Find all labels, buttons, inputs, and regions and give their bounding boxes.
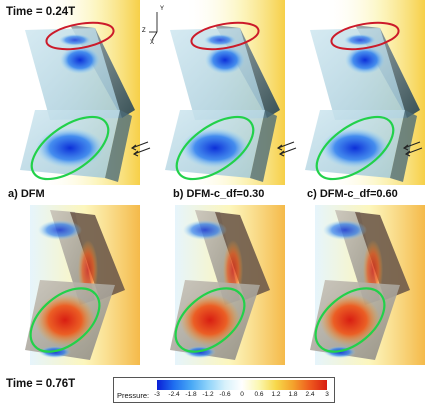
panel-c-bottom bbox=[302, 203, 426, 367]
axis-y-label: Y bbox=[160, 6, 165, 12]
flow-arrows-3 bbox=[402, 141, 423, 157]
colorbar-tick: 1.8 bbox=[288, 391, 298, 398]
colorbar-tick: -3 bbox=[154, 391, 160, 398]
time-top-label: Time = 0.24T bbox=[6, 6, 76, 18]
flow-arrows-1 bbox=[130, 141, 151, 157]
axis-x-label: X bbox=[150, 40, 155, 46]
colorbar-gradient bbox=[157, 380, 327, 390]
panel-a-bottom bbox=[17, 203, 142, 367]
colorbar-title: Pressure: bbox=[117, 391, 150, 400]
colorbar-tick: -0.6 bbox=[219, 391, 231, 398]
panel-label-a: a) DFM bbox=[8, 188, 45, 200]
axes-icon bbox=[149, 12, 158, 41]
axis-z-label: Z bbox=[142, 28, 146, 34]
colorbar-tick: 3 bbox=[325, 391, 329, 398]
colorbar-tick: 0.6 bbox=[254, 391, 264, 398]
panel-label-b: b) DFM-c_df=0.30 bbox=[173, 188, 265, 200]
flow-arrows-2 bbox=[276, 141, 297, 157]
colorbar: Pressure: -3 -2.4 -1.8 -1.2 -0.6 0 0.6 1.2 1.8 2.… bbox=[113, 377, 335, 403]
panel-b-bottom bbox=[162, 203, 287, 367]
time-bottom-label: Time = 0.76T bbox=[6, 378, 76, 390]
colorbar-tick: 1.2 bbox=[271, 391, 281, 398]
panel-label-c: c) DFM-c_df=0.60 bbox=[307, 188, 398, 200]
colorbar-ticks: -3 -2.4 -1.8 -1.2 -0.6 0 0.6 1.2 1.8 2.4 3 bbox=[154, 391, 329, 401]
panel-a-top bbox=[18, 0, 142, 193]
colorbar-tick: -1.8 bbox=[185, 391, 197, 398]
colorbar-tick: -2.4 bbox=[168, 391, 180, 398]
colorbar-tick: -1.2 bbox=[202, 391, 214, 398]
colorbar-tick: 2.4 bbox=[305, 391, 315, 398]
panel-b-top bbox=[163, 0, 287, 193]
panel-c-top bbox=[303, 0, 426, 193]
colorbar-tick: 0 bbox=[240, 391, 244, 398]
